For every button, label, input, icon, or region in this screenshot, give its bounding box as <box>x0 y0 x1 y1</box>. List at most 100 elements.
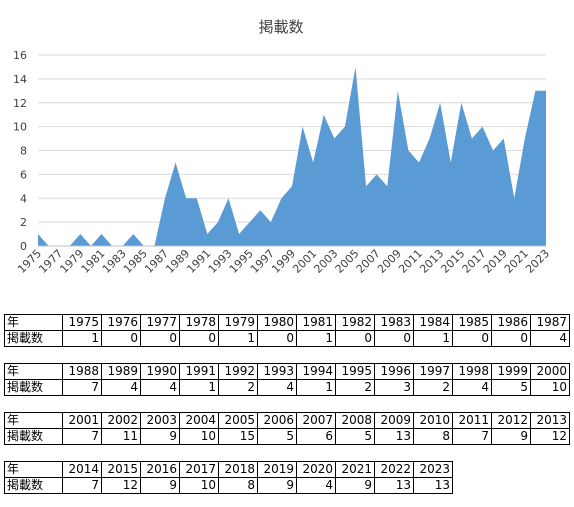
count-cell: 9 <box>491 428 531 445</box>
year-row-label: 年 <box>4 461 63 478</box>
count-cell: 7 <box>62 379 102 396</box>
count-cell: 13 <box>374 477 414 494</box>
gridlines <box>38 54 546 247</box>
y-axis: 0 2 4 6 8 10 12 14 16 <box>13 49 27 253</box>
table-spacer <box>4 347 570 363</box>
count-cell: 0 <box>452 330 492 347</box>
year-row-label: 年 <box>4 314 63 331</box>
year-row: 年 2001 2002 2003 2004 2005 2006 2007 2008 2009 201… <box>4 412 570 429</box>
year-cell: 2002 <box>101 412 141 429</box>
count-cell: 15 <box>218 428 258 445</box>
data-table: 年 1988 1989 1990 1991 1992 1993 1994 1995 1996 199… <box>4 363 570 396</box>
year-cell: 2014 <box>62 461 102 478</box>
area-chart: 掲載数 0 2 4 6 8 10 12 14 16 1975197719791981198319… <box>13 18 552 276</box>
count-cell: 9 <box>335 477 375 494</box>
year-cell: 2019 <box>257 461 297 478</box>
count-row: 掲載数 7 12 9 10 8 9 4 9 13 13 <box>4 477 453 494</box>
count-cell: 5 <box>491 379 531 396</box>
count-cell: 9 <box>257 477 297 494</box>
count-cell: 9 <box>140 428 180 445</box>
year-cell: 1992 <box>218 363 258 380</box>
year-cell: 2009 <box>374 412 414 429</box>
count-cell: 1 <box>218 330 258 347</box>
count-cell: 4 <box>296 477 336 494</box>
count-cell: 4 <box>452 379 492 396</box>
year-cell: 1980 <box>257 314 297 331</box>
year-cell: 2015 <box>101 461 141 478</box>
count-cell: 1 <box>413 330 453 347</box>
data-table: 年 1975 1976 1977 1978 1979 1980 1981 1982 1983 198… <box>4 314 570 347</box>
table-spacer <box>4 396 570 412</box>
count-cell: 9 <box>140 477 180 494</box>
chart-area: 掲載数 0 2 4 6 8 10 12 14 16 1975 1977 1979 1981 1983 19… <box>13 18 552 276</box>
count-cell: 0 <box>140 330 180 347</box>
year-row: 年 2014 2015 2016 2017 2018 2019 2020 2021 2022 202… <box>4 461 453 478</box>
count-row: 掲載数 7 4 4 1 2 4 1 2 3 2 4 5 10 <box>4 379 570 396</box>
year-cell: 2013 <box>530 412 570 429</box>
year-cell: 2007 <box>296 412 336 429</box>
count-cell: 1 <box>62 330 102 347</box>
count-cell: 5 <box>335 428 375 445</box>
count-cell: 0 <box>335 330 375 347</box>
count-row-label: 掲載数 <box>4 428 63 445</box>
y-tick-label: 4 <box>20 192 27 205</box>
count-cell: 13 <box>374 428 414 445</box>
y-tick-label: 12 <box>13 97 27 110</box>
count-cell: 7 <box>62 428 102 445</box>
count-row-label: 掲載数 <box>4 379 63 396</box>
count-cell: 4 <box>257 379 297 396</box>
year-cell: 1995 <box>335 363 375 380</box>
count-cell: 0 <box>179 330 219 347</box>
year-row: 年 1975 1976 1977 1978 1979 1980 1981 1982 1983 198… <box>4 314 570 331</box>
table-spacer <box>4 445 570 461</box>
count-cell: 8 <box>218 477 258 494</box>
year-row-label: 年 <box>4 363 63 380</box>
year-cell: 2001 <box>62 412 102 429</box>
plot-area <box>38 66 546 247</box>
count-cell: 8 <box>413 428 453 445</box>
count-cell: 0 <box>257 330 297 347</box>
count-cell: 11 <box>101 428 141 445</box>
year-cell: 1978 <box>179 314 219 331</box>
count-cell: 10 <box>179 428 219 445</box>
count-row: 掲載数 1 0 0 0 1 0 1 0 0 1 0 0 4 <box>4 330 570 347</box>
year-cell: 2018 <box>218 461 258 478</box>
series-area <box>38 66 546 246</box>
count-cell: 4 <box>530 330 570 347</box>
count-cell: 7 <box>62 477 102 494</box>
year-cell: 2005 <box>218 412 258 429</box>
count-cell: 10 <box>179 477 219 494</box>
year-row: 年 1988 1989 1990 1991 1992 1993 1994 1995 1996 199… <box>4 363 570 380</box>
year-cell: 2021 <box>335 461 375 478</box>
count-cell: 7 <box>452 428 492 445</box>
count-cell: 0 <box>491 330 531 347</box>
count-cell: 4 <box>101 379 141 396</box>
count-cell: 2 <box>218 379 258 396</box>
year-cell: 2012 <box>491 412 531 429</box>
count-cell: 2 <box>335 379 375 396</box>
year-cell: 2004 <box>179 412 219 429</box>
year-cell: 1987 <box>530 314 570 331</box>
year-cell: 2003 <box>140 412 180 429</box>
y-tick-label: 14 <box>13 73 27 86</box>
x-axis: 1975197719791981198319851987198919911993… <box>15 247 552 276</box>
year-cell: 2010 <box>413 412 453 429</box>
year-cell: 1982 <box>335 314 375 331</box>
count-cell: 4 <box>140 379 180 396</box>
x-tick-label: 2023 <box>523 247 552 276</box>
year-cell: 2023 <box>413 461 453 478</box>
count-cell: 2 <box>413 379 453 396</box>
year-cell: 1999 <box>491 363 531 380</box>
year-cell: 1998 <box>452 363 492 380</box>
year-cell: 2006 <box>257 412 297 429</box>
year-cell: 1981 <box>296 314 336 331</box>
count-cell: 13 <box>413 477 453 494</box>
count-row-label: 掲載数 <box>4 477 63 494</box>
year-cell: 1988 <box>62 363 102 380</box>
data-table: 年 2014 2015 2016 2017 2018 2019 2020 2021 2022 202… <box>4 461 453 494</box>
year-row-label: 年 <box>4 412 63 429</box>
count-cell: 6 <box>296 428 336 445</box>
count-cell: 3 <box>374 379 414 396</box>
data-table: 年 2001 2002 2003 2004 2005 2006 2007 2008 2009 201… <box>4 412 570 445</box>
y-tick-label: 6 <box>20 168 27 181</box>
